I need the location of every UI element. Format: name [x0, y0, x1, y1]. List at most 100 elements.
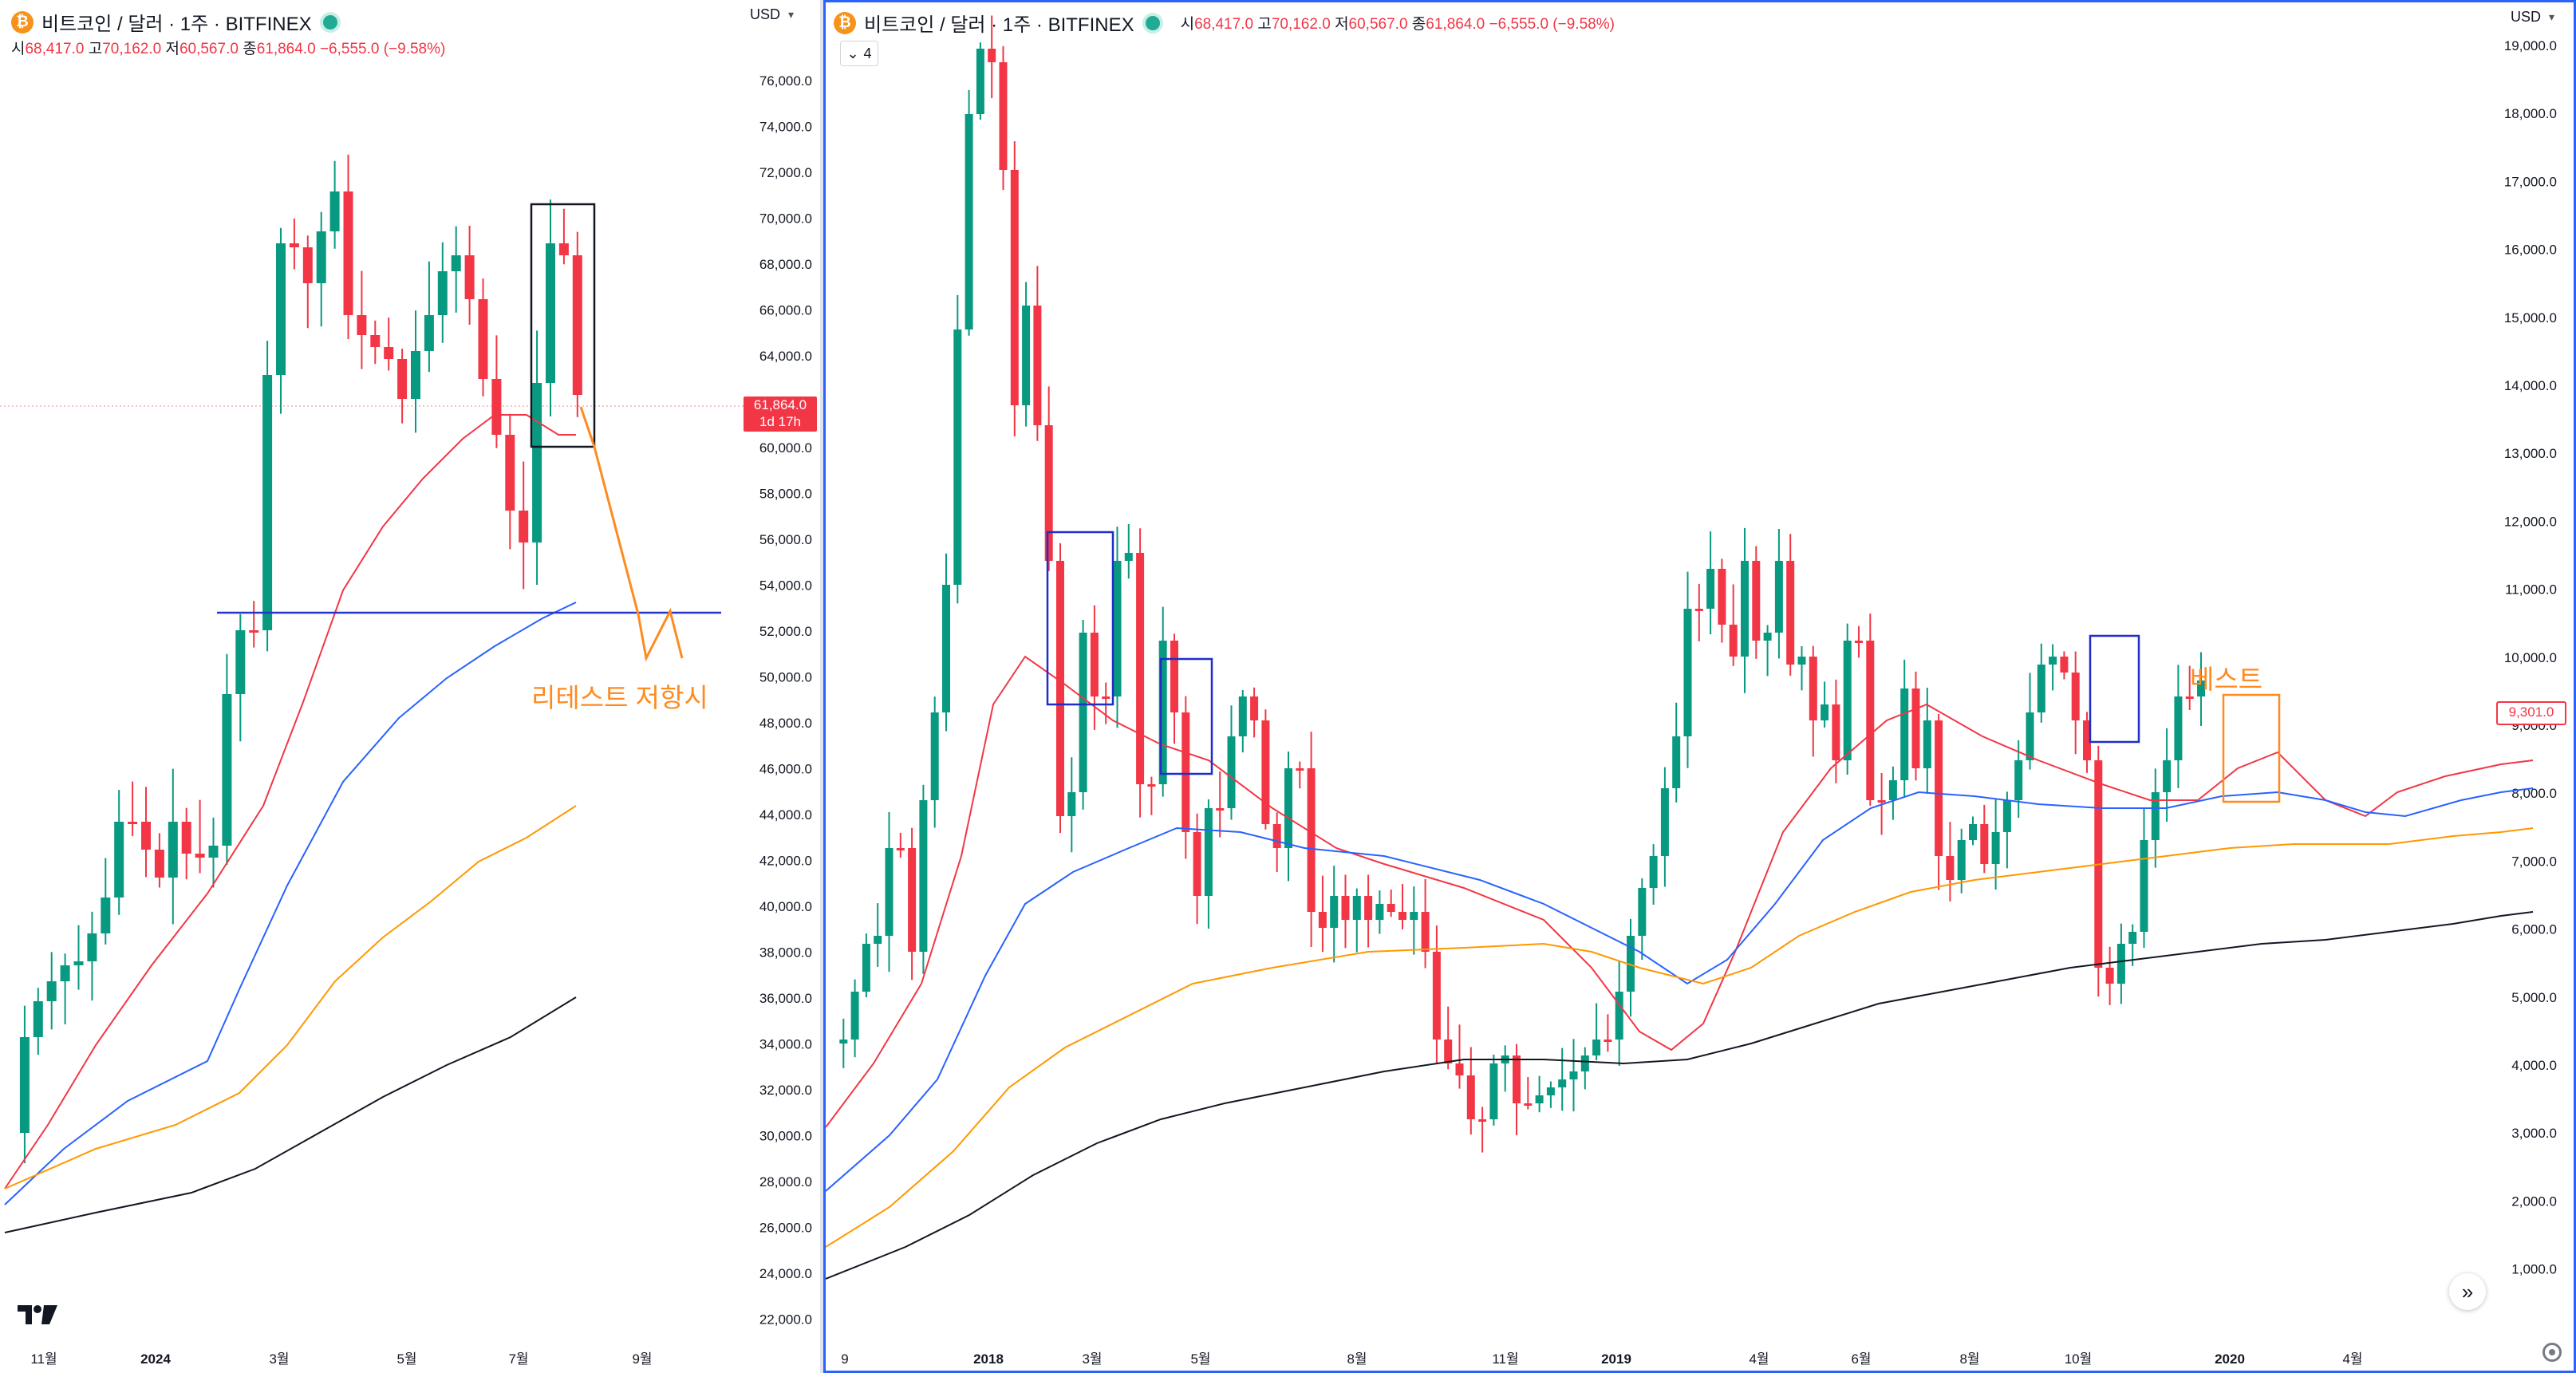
- bullish-candle: [1375, 904, 1384, 920]
- bearish-candle: [1786, 561, 1795, 665]
- bearish-candle: [1056, 561, 1064, 816]
- bullish-candle: [930, 712, 939, 800]
- bullish-candle: [1683, 609, 1692, 736]
- price-axis-label: 34,000.0: [759, 1037, 812, 1052]
- highlight-box-orange: [2222, 693, 2281, 803]
- ema-orange-line: [826, 827, 2534, 1248]
- bearish-candle: [1729, 625, 1738, 657]
- bearish-candle: [572, 255, 582, 395]
- bearish-candle: [1272, 824, 1281, 848]
- chevron-down-icon: ▾: [2549, 10, 2555, 23]
- bullish-candle: [2128, 932, 2137, 944]
- bitcoin-icon: ₿: [834, 11, 856, 34]
- left-chart-pane[interactable]: 76,000.0 74,000.0 72,000.0 70,000.0 68,000.0…: [0, 0, 822, 1373]
- bearish-candle: [2185, 696, 2194, 699]
- bearish-candle: [478, 299, 488, 379]
- bullish-candle: [46, 981, 57, 1001]
- price-axis-label: 46,000.0: [759, 762, 812, 777]
- highlight-box: [530, 203, 596, 448]
- bearish-candle: [1102, 696, 1110, 699]
- bearish-candle: [1935, 720, 1943, 856]
- symbol-title[interactable]: 비트코인 / 달러 · 1주 · BITFINEX: [864, 14, 1134, 36]
- bearish-candle: [1466, 1075, 1475, 1119]
- bullish-candle: [73, 961, 84, 965]
- currency-selector[interactable]: USD ▾: [750, 6, 795, 22]
- bullish-candle: [1615, 992, 1623, 1040]
- gear-icon[interactable]: [2542, 1343, 2562, 1362]
- bullish-candle: [953, 329, 962, 585]
- bearish-candle: [1524, 1103, 1533, 1106]
- bullish-candle: [874, 936, 882, 944]
- symbol-title[interactable]: 비트코인 / 달러 · 1주 · BITFINEX: [41, 14, 312, 35]
- bearish-candle: [2060, 657, 2069, 673]
- bullish-candle: [862, 944, 870, 992]
- price-axis-label: 14,000.0: [2504, 378, 2557, 393]
- ema-black-line: [4, 996, 577, 1233]
- bullish-candle: [1022, 306, 1031, 405]
- price-axis-label: 68,000.0: [759, 257, 812, 272]
- highlight-box-blue: [2089, 634, 2140, 744]
- bearish-candle: [1455, 1063, 1464, 1075]
- bearish-candle: [1604, 1040, 1612, 1042]
- left-chart-legend: ₿ 비트코인 / 달러 · 1주 · BITFINEX: [11, 8, 341, 36]
- price-axis-label: 58,000.0: [759, 487, 812, 502]
- bearish-candle: [1181, 712, 1190, 832]
- bullish-candle: [1969, 824, 1977, 840]
- price-axis-label: 15,000.0: [2504, 310, 2557, 325]
- price-axis-label: 8,000.0: [2511, 786, 2557, 801]
- bullish-candle: [19, 1037, 30, 1133]
- bullish-candle: [1124, 553, 1133, 561]
- ema-red-line: [4, 414, 576, 1190]
- price-axis-label: 44,000.0: [759, 807, 812, 823]
- tradingview-logo-icon[interactable]: [18, 1305, 57, 1324]
- bearish-candle: [1261, 720, 1270, 824]
- bullish-candle: [1706, 569, 1715, 609]
- price-axis-label: 12,000.0: [2504, 514, 2557, 529]
- indicators-toggle-button[interactable]: ⌄ 4: [840, 41, 878, 66]
- bearish-candle: [397, 359, 408, 399]
- bullish-candle: [850, 992, 859, 1040]
- bearish-candle: [370, 335, 381, 347]
- bullish-candle: [235, 630, 246, 694]
- bearish-candle: [2071, 673, 2080, 720]
- price-axis-label: 60,000.0: [759, 440, 812, 456]
- bullish-candle: [262, 375, 273, 630]
- time-axis-label: 5월: [396, 1351, 416, 1367]
- bullish-candle: [2151, 792, 2160, 840]
- bullish-candle: [1888, 780, 1897, 800]
- price-axis-label: 10,000.0: [2504, 650, 2557, 665]
- bearish-candle: [289, 243, 299, 247]
- right-chart-canvas[interactable]: 19,000.0 18,000.0 17,000.0 16,000.0 15,000.0…: [826, 2, 2574, 1371]
- currency-selector[interactable]: USD ▾: [2511, 9, 2555, 25]
- bearish-candle: [1444, 1040, 1453, 1063]
- bearish-candle: [2083, 720, 2091, 760]
- price-axis-label: 64,000.0: [759, 349, 812, 364]
- ohlc-values: 시68,417.0 고70,162.0 저60,567.0 종61,864.0 …: [1180, 16, 1615, 33]
- bearish-candle: [1478, 1119, 1487, 1122]
- time-axis-label: 3월: [1082, 1351, 1102, 1367]
- right-chart-pane[interactable]: 19,000.0 18,000.0 17,000.0 16,000.0 15,000.0…: [823, 0, 2576, 1373]
- price-axis-label: 1,000.0: [2511, 1262, 2557, 1277]
- bearish-candle: [1387, 904, 1395, 912]
- last-price-tag: 61,864.0 1d 17h: [744, 397, 817, 432]
- price-axis-label: 28,000.0: [759, 1174, 812, 1190]
- bullish-candle: [1660, 788, 1669, 856]
- bullish-candle: [87, 933, 97, 961]
- bullish-candle: [2049, 657, 2057, 665]
- bearish-candle: [1044, 425, 1053, 561]
- bullish-candle: [1410, 912, 1418, 920]
- price-axis-label: 76,000.0: [759, 73, 812, 89]
- bearish-candle: [1718, 569, 1726, 625]
- bearish-candle: [249, 630, 259, 633]
- time-axis-label: 10월: [2065, 1351, 2093, 1367]
- bullish-candle: [942, 585, 950, 712]
- bullish-candle: [919, 800, 928, 952]
- arrow-right-icon[interactable]: »: [2449, 1273, 2486, 1310]
- bullish-candle: [2174, 696, 2183, 760]
- bullish-candle: [1569, 1071, 1578, 1079]
- bullish-candle: [1352, 896, 1361, 920]
- time-axis-label: 2019: [1601, 1351, 1631, 1367]
- bullish-candle: [1843, 641, 1852, 760]
- pane-divider[interactable]: [820, 0, 823, 1373]
- bullish-candle: [2014, 760, 2023, 800]
